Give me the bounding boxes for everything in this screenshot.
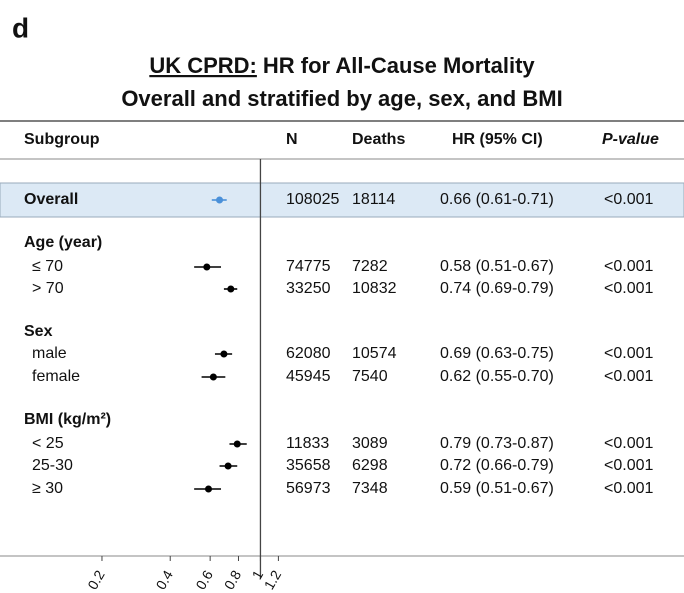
p-cell: <0.001 bbox=[604, 258, 653, 275]
group-heading: BMI (kg/m²) bbox=[24, 411, 111, 428]
deaths-cell: 7282 bbox=[352, 258, 388, 275]
n-cell: 108025 bbox=[286, 191, 339, 208]
hr-cell: 0.59 (0.51-0.67) bbox=[440, 480, 554, 497]
subtitle: Overall and stratified by age, sex, and … bbox=[121, 86, 562, 111]
col-header: Deaths bbox=[352, 131, 405, 148]
row-label: > 70 bbox=[32, 280, 64, 297]
x-tick-label: 1.2 bbox=[261, 567, 285, 592]
title: UK CPRD: HR for All-Cause Mortality bbox=[149, 53, 535, 78]
p-cell: <0.001 bbox=[604, 435, 653, 452]
deaths-cell: 7540 bbox=[352, 368, 388, 385]
p-cell: <0.001 bbox=[604, 457, 653, 474]
n-cell: 35658 bbox=[286, 457, 331, 474]
hr-point bbox=[227, 285, 235, 293]
x-tick-label: 0.4 bbox=[152, 567, 176, 592]
p-cell: <0.001 bbox=[604, 280, 653, 297]
row-label: male bbox=[32, 345, 67, 362]
p-cell: <0.001 bbox=[604, 368, 653, 385]
hr-point bbox=[224, 462, 232, 470]
hr-point bbox=[233, 440, 241, 448]
group-heading: Age (year) bbox=[24, 234, 102, 251]
deaths-cell: 10574 bbox=[352, 345, 397, 362]
hr-cell: 0.62 (0.55-0.70) bbox=[440, 368, 554, 385]
col-header: HR (95% CI) bbox=[452, 131, 543, 148]
row-label: 25-30 bbox=[32, 457, 73, 474]
n-cell: 56973 bbox=[286, 480, 331, 497]
hr-cell: 0.74 (0.69-0.79) bbox=[440, 280, 554, 297]
row-label: < 25 bbox=[32, 435, 64, 452]
deaths-cell: 6298 bbox=[352, 457, 388, 474]
deaths-cell: 7348 bbox=[352, 480, 388, 497]
n-cell: 33250 bbox=[286, 280, 331, 297]
col-header: Subgroup bbox=[24, 131, 100, 148]
deaths-cell: 10832 bbox=[352, 280, 397, 297]
deaths-cell: 18114 bbox=[352, 191, 395, 208]
x-tick-label: 0.6 bbox=[192, 567, 216, 592]
title-main: HR for All-Cause Mortality bbox=[263, 53, 536, 78]
hr-point bbox=[203, 263, 211, 271]
row-label: ≤ 70 bbox=[32, 258, 63, 275]
x-tick-label: 0.2 bbox=[84, 567, 108, 592]
hr-point bbox=[209, 373, 217, 381]
x-tick-label: 0.8 bbox=[221, 567, 245, 592]
col-header: N bbox=[286, 131, 298, 148]
hr-point bbox=[204, 485, 212, 493]
col-header: P-value bbox=[602, 131, 659, 148]
p-cell: <0.001 bbox=[604, 480, 653, 497]
hr-cell: 0.72 (0.66-0.79) bbox=[440, 457, 554, 474]
row-highlight bbox=[0, 182, 684, 218]
hr-cell: 0.66 (0.61-0.71) bbox=[440, 191, 554, 208]
row-label: Overall bbox=[24, 191, 78, 208]
title-prefix: UK CPRD: bbox=[149, 53, 257, 78]
n-cell: 11833 bbox=[286, 435, 329, 452]
hr-cell: 0.79 (0.73-0.87) bbox=[440, 435, 554, 452]
panel-label: d bbox=[12, 12, 29, 43]
row-label: ≥ 30 bbox=[32, 480, 63, 497]
hr-point bbox=[220, 350, 228, 358]
row-label: female bbox=[32, 368, 80, 385]
p-cell: <0.001 bbox=[604, 345, 653, 362]
n-cell: 74775 bbox=[286, 258, 331, 275]
deaths-cell: 3089 bbox=[352, 435, 388, 452]
n-cell: 62080 bbox=[286, 345, 331, 362]
hr-point bbox=[216, 196, 224, 204]
hr-cell: 0.69 (0.63-0.75) bbox=[440, 345, 554, 362]
p-cell: <0.001 bbox=[604, 191, 653, 208]
hr-cell: 0.58 (0.51-0.67) bbox=[440, 258, 554, 275]
n-cell: 45945 bbox=[286, 368, 331, 385]
group-heading: Sex bbox=[24, 323, 53, 340]
